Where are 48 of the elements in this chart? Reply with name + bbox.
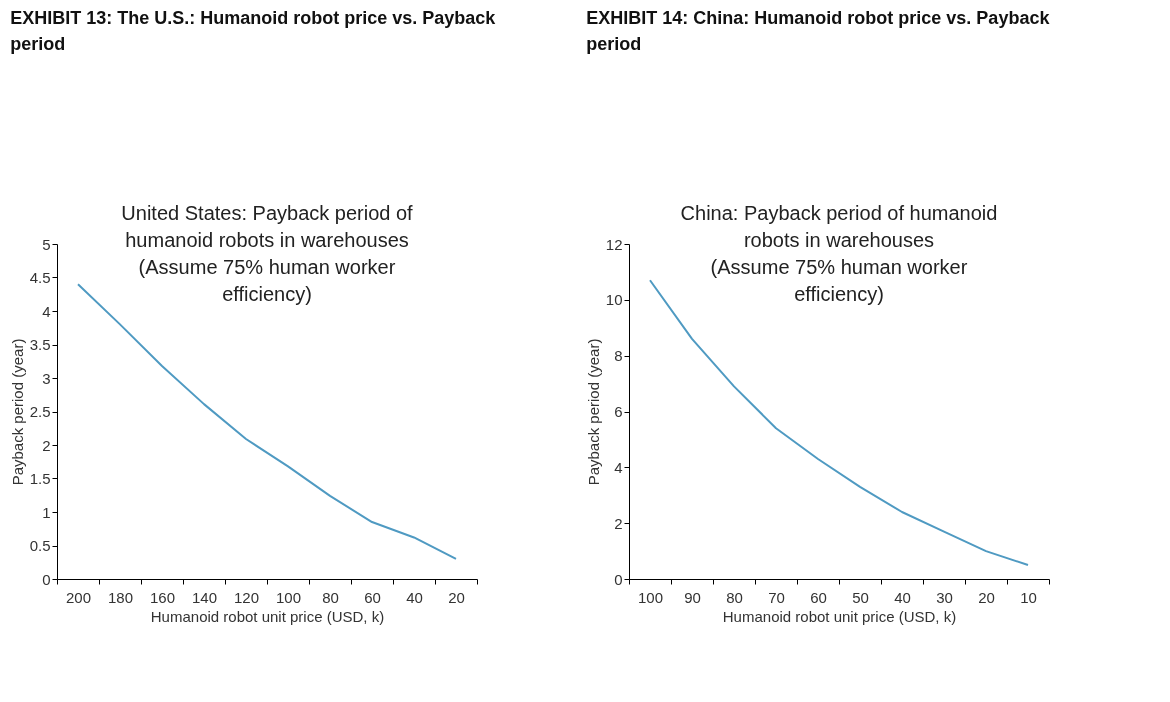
y-tick-label: 2: [614, 514, 623, 532]
chart-title: EXHIBIT 14: China: Humanoid robot price vs. Payback period: [586, 8, 1051, 54]
y-tick-label: 8: [614, 347, 623, 365]
y-tick-label: 4.5: [29, 269, 51, 286]
y-tick-label: 2: [42, 436, 51, 454]
y-tick-label: 5: [42, 235, 51, 253]
line-series: [77, 283, 457, 560]
y-tick-label: 6: [614, 403, 623, 420]
x-tick-label: 10: [1020, 588, 1037, 606]
y-axis-title: Payback period (year): [8, 338, 26, 486]
x-tick-label: 40: [894, 588, 911, 606]
x-tick-label: 100: [275, 588, 302, 606]
line-series: [649, 279, 1029, 567]
y-tick-label: 3.5: [29, 336, 51, 353]
y-axis-title: Payback period (year): [584, 338, 602, 486]
x-tick-label: 30: [936, 588, 953, 606]
x-tick-label: 20: [978, 588, 995, 606]
x-tick-label: 90: [684, 588, 701, 606]
x-tick-label: 80: [726, 588, 743, 606]
x-tick-label: 40: [406, 588, 423, 606]
y-tick-label: 3: [42, 369, 51, 387]
x-tick-label: 50: [852, 588, 869, 606]
y-tick-label: 1.5: [29, 470, 51, 487]
y-tick-label: 4: [614, 458, 623, 476]
x-tick-label: 200: [65, 588, 92, 606]
y-tick-label: 2.5: [29, 403, 51, 420]
x-tick-label: 70: [768, 588, 785, 606]
x-tick-label: 60: [810, 588, 827, 606]
x-tick-label: 20: [448, 588, 465, 606]
x-tick-label: 120: [233, 588, 260, 606]
x-tick-label: 60: [364, 588, 381, 606]
x-tick-label: 100: [637, 588, 664, 606]
y-tick-label: 1: [42, 503, 51, 521]
y-tick-label: 4: [42, 302, 51, 320]
x-tick-label: 140: [191, 588, 218, 606]
y-tick-label: 10: [605, 291, 623, 309]
y-tick-label: 0: [42, 570, 51, 588]
y-tick-label: 0: [614, 570, 623, 588]
x-axis-title: Humanoid robot unit price (USD, k): [150, 607, 385, 625]
chart-subtitle: United States: Payback period of humanoid robots in warehouses (Assume 75% human worker efficiency): [121, 202, 414, 305]
chart-title: EXHIBIT 13: The U.S.: Humanoid robot price vs. Payback period: [10, 8, 497, 54]
chart-subtitle: China: Payback period of humanoid robots in warehouses (Assume 75% human worker efficiency): [680, 202, 998, 305]
x-axis-title: Humanoid robot unit price (USD, k): [722, 607, 957, 625]
y-tick-label: 0.5: [29, 537, 51, 554]
x-tick-label: 160: [149, 588, 176, 606]
x-tick-label: 180: [107, 588, 134, 606]
y-tick-label: 12: [605, 235, 623, 253]
x-tick-label: 80: [322, 588, 339, 606]
